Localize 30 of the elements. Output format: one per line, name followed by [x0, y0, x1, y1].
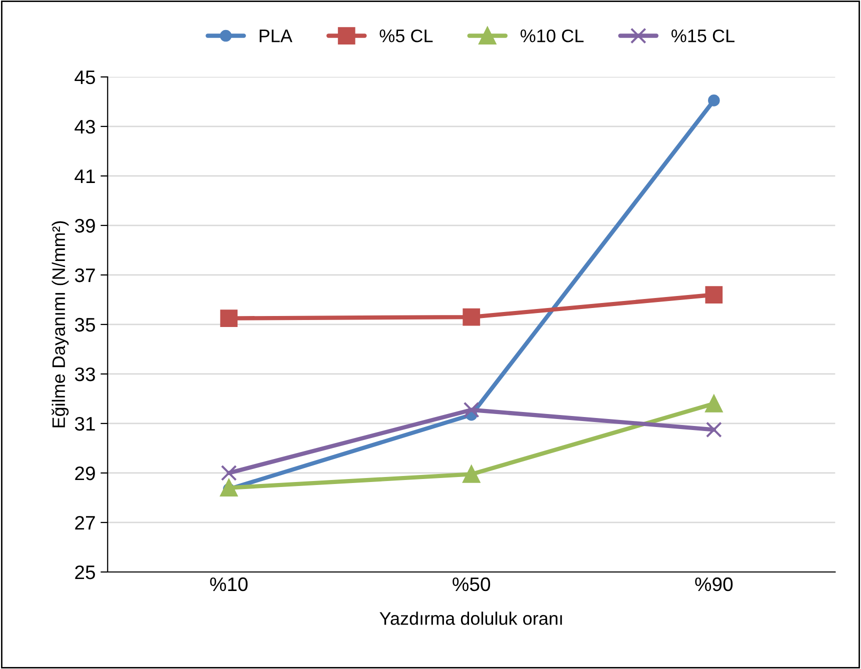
point [462, 308, 480, 326]
point [705, 286, 723, 304]
x-tick-label: %50 [452, 577, 490, 592]
x-tick-label: %10 [210, 577, 248, 592]
point [220, 310, 238, 327]
y-tick-label: 29 [75, 466, 95, 480]
y-tick-label: 43 [74, 120, 95, 134]
y-tick-label: 45 [74, 70, 96, 84]
y-tick-label: 41 [74, 170, 95, 183]
y-tick-label: 27 [75, 516, 95, 530]
point [708, 94, 720, 106]
y-axis-title: Eğilme Dayanımı (N/mm²) [52, 221, 69, 428]
x-tick-label: %90 [695, 577, 733, 592]
point [463, 402, 480, 418]
y-tick-label: 35 [74, 318, 96, 332]
point [705, 394, 723, 412]
y-tick-label: 39 [74, 218, 95, 233]
legend-label: %10 CL [520, 29, 584, 42]
point [220, 479, 238, 497]
x-axis-title: Yazdırma doluluk oranı [380, 612, 562, 625]
y-tick-label: 37 [74, 268, 95, 282]
legend-label: %5 CL [380, 29, 433, 42]
legend-label: %15 CL [671, 29, 734, 42]
y-tick-label: 31 [74, 416, 95, 431]
point [706, 422, 722, 438]
point [462, 466, 480, 483]
point [220, 464, 237, 481]
legend-label: PLA [260, 30, 292, 42]
y-tick-label: 33 [74, 367, 95, 382]
y-tick-label: 25 [75, 565, 96, 580]
